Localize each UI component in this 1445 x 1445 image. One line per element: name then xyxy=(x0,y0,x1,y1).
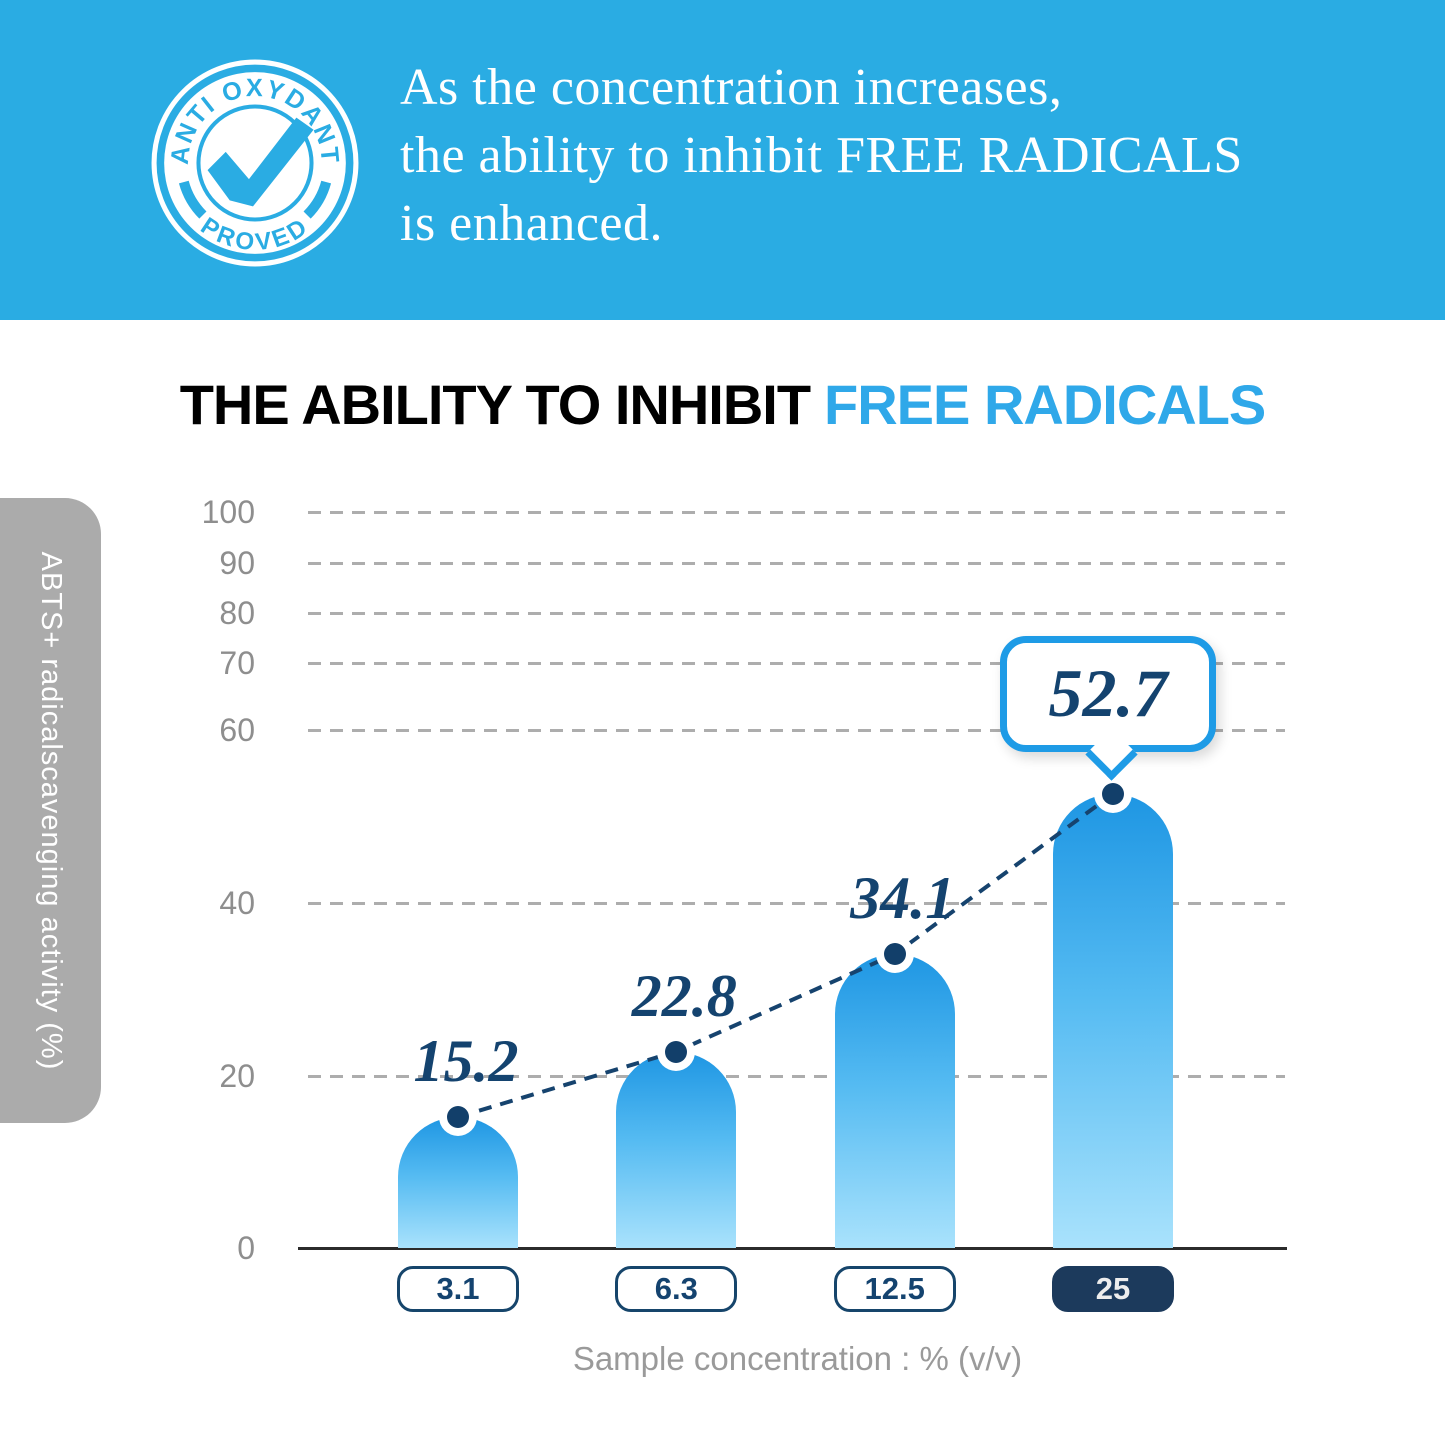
data-point-6.3 xyxy=(665,1040,688,1063)
x-axis-line xyxy=(298,1247,1287,1250)
data-point-25 xyxy=(1102,782,1124,805)
gridline-100 xyxy=(308,511,1285,514)
value-callout: 52.7 xyxy=(1000,636,1216,752)
value-label-3.1: 15.2 xyxy=(413,1028,519,1095)
header-banner: ANTI OXYDANT PROVED As the concentration… xyxy=(0,0,1445,320)
header-caption: As the concentration increases, the abil… xyxy=(400,54,1243,258)
data-point-12.5 xyxy=(883,943,906,966)
y-tick-60: 60 xyxy=(219,712,255,748)
antioxidant-proved-badge-icon: ANTI OXYDANT PROVED xyxy=(151,59,359,267)
y-axis-label: ABTS+ radicalscavenging activity (%) xyxy=(35,551,67,1070)
y-tick-100: 100 xyxy=(201,494,255,530)
header-caption-line-3: is enhanced. xyxy=(400,195,664,252)
category-pill-25: 25 xyxy=(1052,1266,1174,1312)
data-point-3.1 xyxy=(447,1106,469,1129)
callout-value: 52.7 xyxy=(1048,655,1168,731)
gridline-70 xyxy=(308,662,1285,665)
checkmark-icon xyxy=(207,117,314,207)
y-tick-0: 0 xyxy=(237,1230,255,1266)
y-tick-20: 20 xyxy=(219,1058,255,1094)
category-pill-6.3: 6.3 xyxy=(615,1266,738,1312)
chart-title-accent: FREE RADICALS xyxy=(824,373,1266,436)
x-axis-label: Sample concentration : % (v/v) xyxy=(572,1340,1023,1377)
gridline-90 xyxy=(308,562,1285,565)
y-axis-label-panel: ABTS+ radicalscavenging activity (%) xyxy=(0,498,101,1123)
header-caption-line-1: As the concentration increases, xyxy=(400,59,1063,116)
trend-line xyxy=(457,792,1115,1119)
header-caption-line-2: the ability to inhibit FREE RADICALS xyxy=(400,127,1243,184)
y-tick-40: 40 xyxy=(219,885,255,921)
bar-25 xyxy=(1053,793,1173,1248)
value-label-12.5: 34.1 xyxy=(850,865,956,932)
y-tick-90: 90 xyxy=(219,545,255,581)
bar-3.1 xyxy=(398,1117,518,1248)
category-pill-3.1: 3.1 xyxy=(397,1266,519,1312)
y-tick-70: 70 xyxy=(219,645,255,681)
gridline-60 xyxy=(308,729,1285,732)
gridline-80 xyxy=(308,612,1285,615)
value-label-6.3: 22.8 xyxy=(631,962,737,1029)
bar-12.5 xyxy=(834,954,955,1248)
category-pill-12.5: 12.5 xyxy=(833,1266,956,1312)
chart-title-black: THE ABILITY TO INHIBIT xyxy=(179,373,811,436)
y-tick-80: 80 xyxy=(219,595,255,631)
chart-title: THE ABILITY TO INHIBIT FREE RADICALS xyxy=(0,372,1445,437)
bar-6.3 xyxy=(616,1051,737,1248)
